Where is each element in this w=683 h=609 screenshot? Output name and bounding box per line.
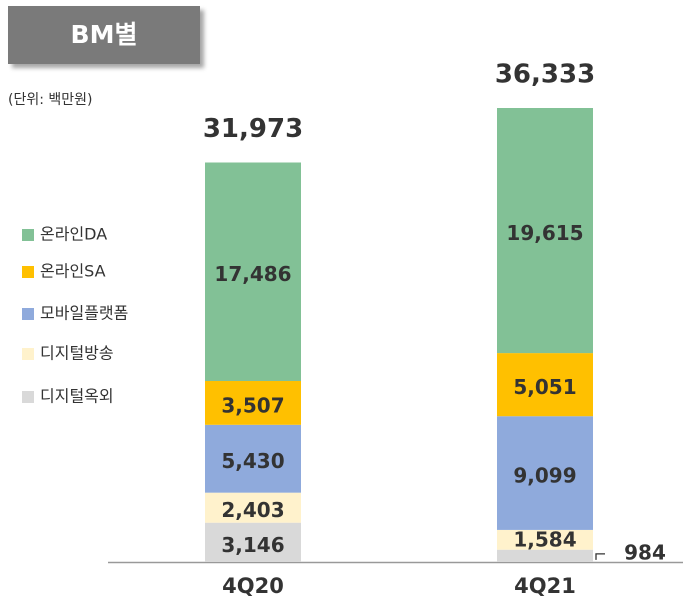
badge: BM별 <box>71 20 138 49</box>
value-label: 984 <box>624 540 666 564</box>
bar-segment <box>497 416 593 530</box>
legend-label: 온라인DA <box>40 225 107 244</box>
bar-segment <box>205 522 301 562</box>
value-label: 1,584 <box>513 527 576 551</box>
value-label: 5,051 <box>513 375 576 399</box>
legend-swatch <box>22 308 34 320</box>
bar-segment <box>205 424 301 493</box>
value-label: 17,486 <box>214 262 291 286</box>
value-label: 9,099 <box>513 464 576 488</box>
legend-label: 디지털방송 <box>40 344 114 363</box>
bar-segment <box>497 549 593 562</box>
legend-swatch <box>22 348 34 360</box>
x-tick-label: 4Q21 <box>514 574 576 598</box>
legend-swatch <box>22 391 34 403</box>
badge-box <box>8 6 200 64</box>
total-label: 31,973 <box>203 114 303 144</box>
legend-label: 온라인SA <box>40 262 106 281</box>
legend-swatch <box>22 266 34 278</box>
value-label: 5,430 <box>221 449 284 473</box>
bar-segment <box>205 492 301 523</box>
legend-label: 모바일플랫폼 <box>40 304 128 323</box>
value-label: 3,146 <box>221 533 284 557</box>
total-label: 36,333 <box>495 60 595 90</box>
legend-swatch <box>22 229 34 241</box>
leader <box>595 553 605 560</box>
bar-segment <box>497 529 593 550</box>
bar-segment <box>205 380 301 425</box>
value-label: 19,615 <box>506 221 583 245</box>
legend-label: 디지털옥외 <box>40 387 114 406</box>
bar-segment <box>497 353 593 417</box>
x-tick-label: 4Q20 <box>222 574 284 598</box>
bar-segment <box>205 162 301 381</box>
value-label: 3,507 <box>221 393 284 417</box>
unit-note: (단위: 백만원) <box>8 92 93 108</box>
value-label: 2,403 <box>221 498 284 522</box>
bar-segment <box>497 108 593 354</box>
